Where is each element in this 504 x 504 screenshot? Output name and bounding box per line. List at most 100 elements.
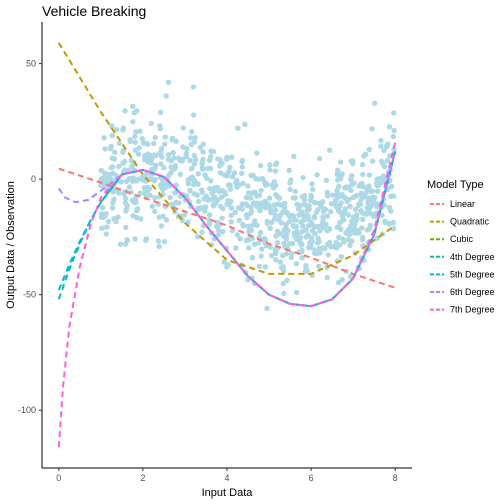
scatter-point	[252, 189, 258, 195]
scatter-point	[227, 186, 233, 192]
scatter-point	[267, 167, 273, 173]
scatter-point	[302, 268, 308, 275]
scatter-point	[228, 219, 234, 225]
scatter-point	[349, 223, 355, 230]
scatter-point	[390, 193, 397, 199]
scatter-point	[286, 218, 293, 225]
scatter-point	[122, 108, 128, 114]
scatter-point	[391, 146, 397, 153]
scatter-point	[152, 152, 158, 158]
scatter-point	[137, 190, 143, 196]
scatter-point	[257, 208, 263, 214]
scatter-point	[160, 213, 166, 219]
scatter-point	[222, 189, 228, 196]
scatter-point	[228, 212, 234, 219]
scatter-point	[386, 221, 392, 227]
scatter-point	[292, 188, 298, 195]
scatter-point	[195, 171, 201, 177]
scatter-point	[338, 200, 344, 206]
scatter-point	[148, 120, 154, 127]
scatter-point	[109, 123, 115, 129]
scatter-point	[158, 223, 165, 229]
scatter-point	[189, 129, 195, 135]
scatter-point	[362, 210, 368, 216]
scatter-point	[117, 241, 124, 248]
scatter-point	[390, 226, 397, 232]
scatter-point	[195, 233, 201, 240]
scatter-point	[366, 172, 373, 178]
scatter-point	[217, 170, 224, 176]
scatter-points	[98, 79, 397, 312]
scatter-point	[102, 146, 108, 152]
scatter-point	[104, 178, 110, 184]
scatter-point	[108, 176, 114, 182]
x-axis-ticks: 0 2 4 6 8	[56, 468, 398, 483]
scatter-point	[243, 201, 249, 207]
scatter-point	[232, 209, 238, 216]
scatter-point	[333, 239, 339, 246]
scatter-point	[120, 149, 126, 155]
scatter-point	[332, 201, 339, 207]
scatter-point	[366, 184, 372, 190]
scatter-point	[200, 166, 206, 172]
scatter-point	[281, 290, 287, 297]
scatter-point	[351, 180, 357, 186]
scatter-point	[257, 230, 263, 236]
scatter-point	[390, 133, 396, 140]
scatter-point	[374, 188, 381, 194]
scatter-point	[162, 134, 168, 140]
scatter-point	[339, 213, 346, 219]
scatter-point	[280, 264, 286, 270]
scatter-point	[324, 213, 331, 219]
scatter-point	[272, 168, 279, 174]
legend-label: 5th Degree	[450, 269, 495, 279]
scatter-point	[116, 140, 122, 147]
scatter-point	[309, 220, 315, 226]
scatter-point	[335, 279, 342, 286]
x-tick-label: 6	[309, 473, 314, 483]
y-tick-label: 50	[26, 59, 36, 69]
scatter-point	[299, 255, 305, 261]
scatter-point	[380, 173, 387, 179]
scatter-point	[159, 154, 165, 160]
scatter-point	[197, 144, 203, 150]
scatter-point	[359, 225, 365, 231]
scatter-point	[361, 192, 367, 199]
scatter-point	[262, 264, 269, 270]
scatter-point	[160, 178, 166, 184]
scatter-point	[255, 240, 262, 246]
scatter-point	[220, 229, 226, 235]
scatter-point	[374, 204, 380, 210]
scatter-point	[187, 157, 193, 164]
scatter-point	[267, 206, 274, 212]
scatter-point	[301, 217, 307, 223]
scatter-point	[173, 138, 179, 144]
scatter-point	[215, 232, 221, 238]
scatter-point	[192, 157, 199, 163]
scatter-point	[250, 222, 256, 228]
scatter-point	[130, 119, 136, 125]
scatter-point	[289, 250, 295, 257]
scatter-point	[369, 158, 376, 164]
scatter-point	[151, 140, 157, 147]
scatter-point	[280, 252, 286, 259]
scatter-point	[254, 222, 260, 229]
scatter-point	[334, 191, 340, 197]
legend-title: Model Type	[427, 179, 484, 191]
scatter-point	[158, 109, 164, 116]
scatter-point	[235, 125, 241, 131]
scatter-point	[312, 247, 318, 253]
scatter-point	[156, 243, 162, 250]
legend-label: 4th Degree	[450, 252, 495, 262]
scatter-point	[191, 161, 197, 167]
scatter-point	[104, 172, 111, 178]
scatter-point	[245, 183, 251, 189]
scatter-point	[325, 193, 331, 199]
scatter-point	[206, 217, 212, 223]
scatter-point	[116, 163, 122, 170]
scatter-point	[232, 180, 239, 186]
scatter-point	[272, 212, 278, 218]
x-tick-label: 8	[393, 473, 398, 483]
scatter-point	[248, 172, 254, 179]
scatter-point	[320, 217, 326, 223]
